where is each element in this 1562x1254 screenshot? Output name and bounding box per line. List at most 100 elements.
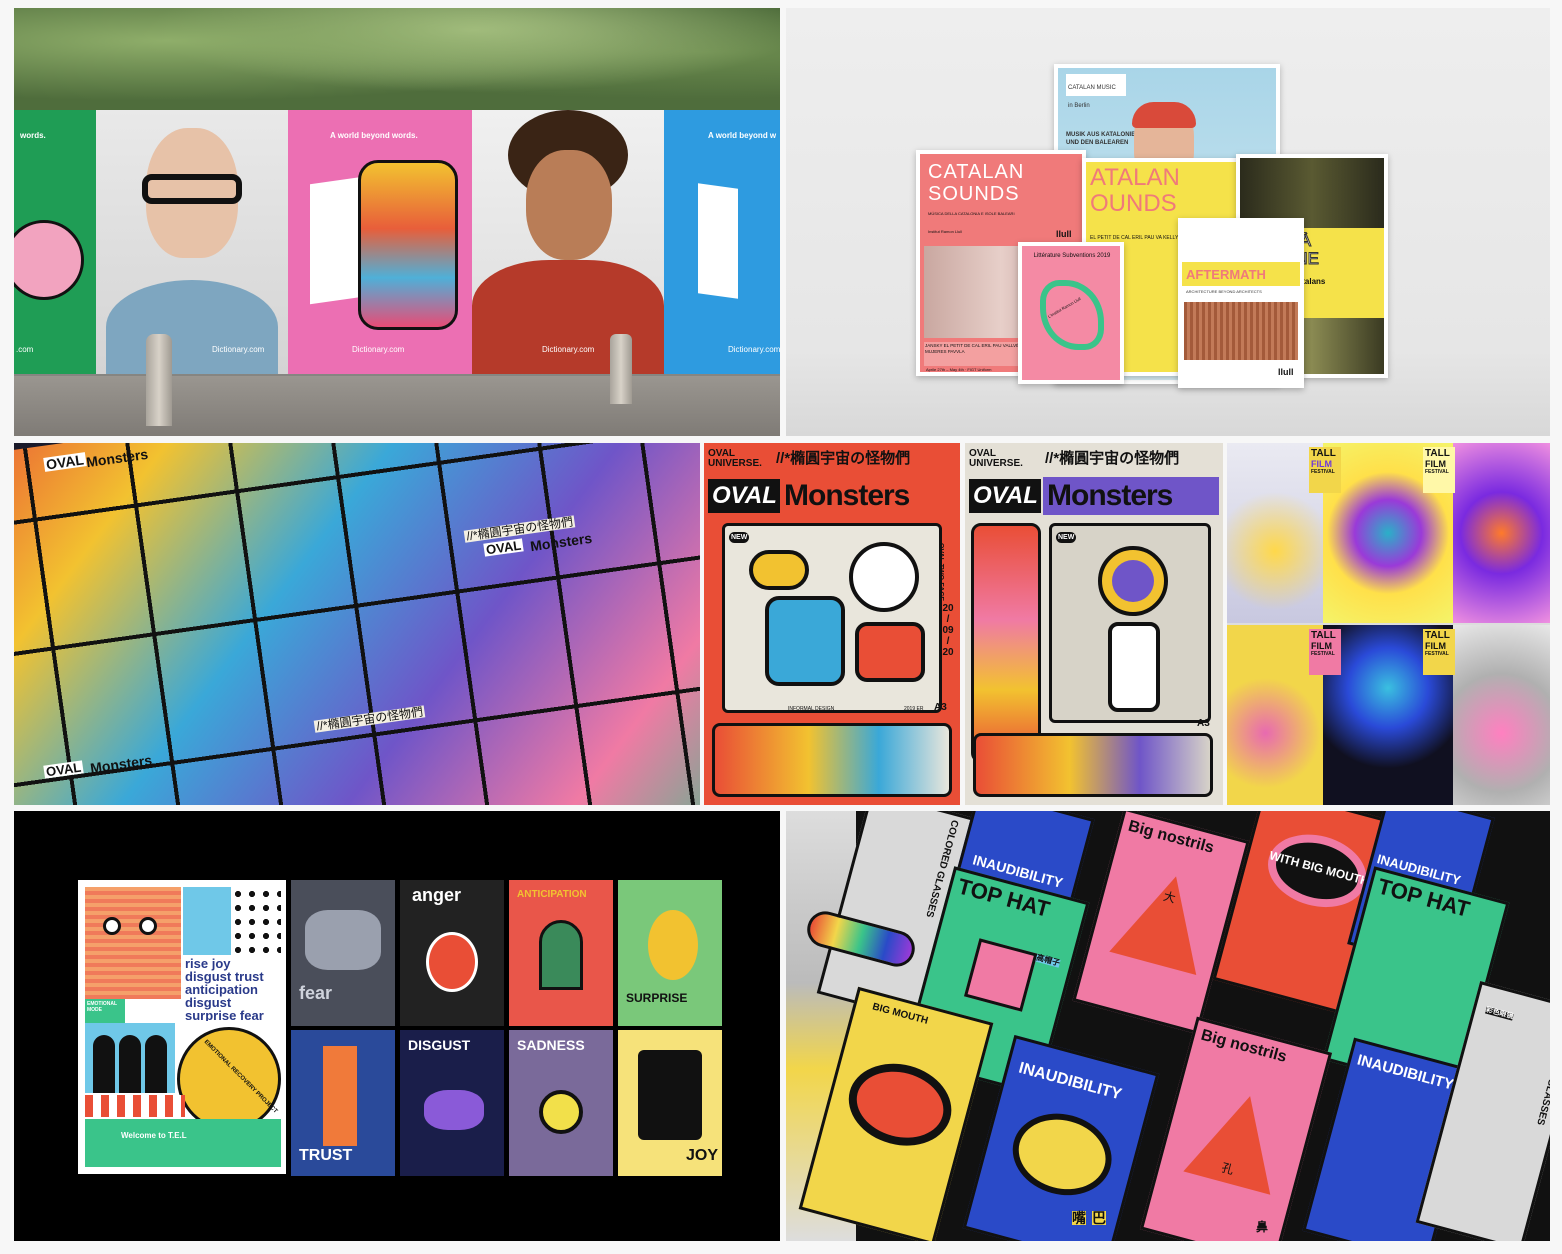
mouth-icon (1003, 1102, 1121, 1206)
sounds-sub: MÚSICA DELLA CATALONIA E ISOLE BALEARI (928, 211, 1015, 216)
date: 20 / 09 / 20 (942, 603, 954, 658)
bollard (146, 334, 172, 426)
hooded-figures (85, 1023, 175, 1093)
musik-line: MUSIK AUS KATALONIEN (1066, 132, 1140, 138)
red-cap-icon (1132, 102, 1196, 128)
anger-poster: anger (400, 880, 504, 1026)
aftermath-poster: AFTERMATH ARCHITECTURE BEYOND ARCHITECTS… (1178, 218, 1304, 388)
kid-jacket (472, 260, 664, 374)
spiral-illustration (1040, 280, 1104, 350)
oval-monsters-purple-poster[interactable]: OVAL UNIVERSE. //*橢圓宇宙の怪物們 OVAL Monsters… (965, 443, 1223, 805)
oval-universe: OVAL UNIVERSE. (708, 448, 762, 469)
disgust-poster: DISGUST (400, 1030, 504, 1176)
poster-kid: Dictionary.com (472, 110, 664, 374)
joy-poster: JOY (618, 1030, 722, 1176)
poster-blue: A world beyond w Dictionary.com (664, 110, 780, 374)
monster-red (855, 622, 925, 682)
monsters-word: Monsters (784, 479, 910, 512)
monster-body (1108, 622, 1160, 712)
brand: Dictionary.com (542, 345, 595, 354)
new-badge: NEW (729, 532, 750, 543)
poster-woman: Dictionary.com (96, 110, 288, 374)
catalan-posters-photo[interactable]: CATALAN MUSIC in Berlin MUSIK AUS KATALO… (786, 8, 1550, 436)
llull-logo: llull (1056, 229, 1072, 239)
tagline-partial: A world beyond w (708, 131, 777, 140)
monster-bear (849, 542, 919, 612)
nose-icon (1183, 1084, 1294, 1195)
oval-monsters-pattern[interactable]: OVAL Monsters //*橢圓宇宙の怪物們 OVAL Monsters … (14, 443, 700, 805)
monster-yellow (749, 550, 809, 590)
anticipation-poster: ANTICIPATION (509, 880, 613, 1026)
kid-face (526, 150, 612, 260)
monsters-word: Monsters (1047, 479, 1173, 512)
sounds-title: CATALAN (928, 161, 1025, 183)
dance-photo (1240, 158, 1384, 228)
oval-word: OVAL (973, 482, 1038, 509)
monster-frame: NEW (722, 523, 942, 713)
aftermath-title: AFTERMATH (1186, 267, 1266, 282)
emotions-poster-series[interactable]: rise joy disgust trust anticipation disg… (14, 811, 780, 1241)
jp-title: //*橢圓宇宙の怪物們 (1045, 450, 1180, 467)
tall-film-festival-posters[interactable]: TALL FILM FESTIVAL TALL FILM FESTIVAL TA… (1227, 443, 1550, 805)
door-illustration (698, 183, 738, 299)
size: A3 (1197, 718, 1210, 729)
mouth-icon (839, 1052, 961, 1157)
llull-logo: llull (1278, 367, 1294, 377)
musik-line: UND DEN BALEAREN (1066, 140, 1129, 146)
two-face: OVAL TWO-FACE (937, 543, 944, 602)
woman-shirt (106, 280, 278, 374)
new-badge: NEW (1056, 532, 1077, 543)
illustration-hand (14, 220, 84, 300)
oval-universe: OVAL UNIVERSE. (969, 448, 1023, 469)
monster-illustration (358, 160, 458, 330)
big-features-pattern[interactable]: COLORED GLASSES INAUDIBILITY TOP HAT 高帽子… (786, 811, 1550, 1241)
nose-icon (1109, 864, 1220, 975)
brick-building (1184, 302, 1298, 360)
fear-poster: fear (291, 880, 395, 1026)
monster-body (765, 596, 845, 686)
monster-frame: NEW (1049, 523, 1211, 723)
poster-green: words. .com (14, 110, 96, 374)
machine-illustration (973, 733, 1213, 797)
poster-pink: A world beyond words. Dictionary.com (288, 110, 472, 374)
hat-box (963, 938, 1038, 1012)
surprise-poster: SURPRISE (618, 880, 722, 1026)
brand-partial: .com (16, 345, 34, 354)
dates: Aprile 27th – May 4th · FIGT Uniform (926, 367, 992, 372)
dictionary-billboard-photo[interactable]: words. .com Dictionary.com A world beyon… (14, 8, 780, 436)
brand: Dictionary.com (728, 345, 780, 354)
sounds-institut: Institut Ramon Llull (928, 229, 963, 234)
oval-monsters-red-poster[interactable]: OVAL UNIVERSE. //*橢圓宇宙の怪物們 OVAL Monsters… (704, 443, 960, 805)
eye-icon (139, 917, 157, 935)
woman-face (146, 128, 238, 258)
pattern-grid (14, 443, 700, 805)
sadness-poster: SADNESS (509, 1030, 613, 1176)
big-nostrils-poster: Big nostrils 大 (1072, 811, 1250, 1035)
trust-poster: TRUST (291, 1030, 395, 1176)
glasses-icon (142, 174, 242, 204)
big-nostrils-poster: Big nostrils 孔 (1139, 1016, 1333, 1241)
bollard (610, 334, 632, 404)
monster-head (1098, 546, 1168, 616)
sidewalk (14, 376, 780, 436)
festival-poster (1453, 443, 1550, 623)
tagline-partial: words. (20, 131, 46, 140)
brand: Dictionary.com (352, 345, 405, 354)
machine-illustration (712, 723, 952, 797)
emotional-main-poster: rise joy disgust trust anticipation disg… (78, 880, 286, 1174)
oval-word: OVAL (712, 482, 777, 509)
festival-poster (1227, 443, 1323, 623)
brand: Dictionary.com (212, 345, 265, 354)
festival-poster (1227, 625, 1323, 805)
litterature-poster: Littérature Subventions 2019 L'Institut … (1018, 242, 1124, 384)
tagline: A world beyond words. (330, 131, 418, 140)
eye-icon (103, 917, 121, 935)
festival-poster (1453, 625, 1550, 805)
jp-title: //*橢圓宇宙の怪物們 (776, 450, 911, 467)
sounds-title: SOUNDS (928, 183, 1020, 205)
tree-canopy (14, 8, 780, 118)
eye-icon (539, 1090, 583, 1134)
size: A3 (934, 702, 947, 713)
monster-tower (971, 523, 1041, 763)
circle-badge: EMOTIONAL RECOVERY PROJECT (177, 1027, 281, 1131)
